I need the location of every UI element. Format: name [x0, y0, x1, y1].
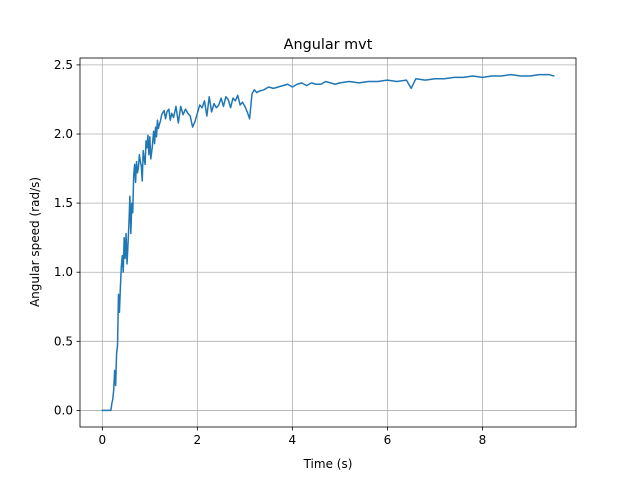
y-tick-label: 0.0	[54, 403, 73, 417]
y-tick-label: 1.5	[54, 196, 73, 210]
axes-frame	[79, 57, 577, 428]
y-tick-label: 0.5	[54, 334, 73, 348]
x-tick-label: 6	[384, 433, 392, 447]
y-tick-label: 2.0	[54, 127, 73, 141]
y-axis-label: Angular speed (rad/s)	[28, 177, 42, 307]
y-tick-label: 1.0	[54, 265, 73, 279]
x-tick-label: 0	[99, 433, 107, 447]
x-axis-label: Time (s)	[303, 457, 353, 471]
series-line	[101, 73, 555, 412]
x-tick-label: 8	[479, 433, 487, 447]
chart-title: Angular mvt	[284, 37, 373, 53]
plot-area: 0 2 4 6 8 0.0 0.5 1.0 1.5 2.0 2.5	[54, 57, 577, 447]
y-tick-label: 2.5	[54, 58, 73, 72]
x-tick-label: 4	[289, 433, 297, 447]
x-tick-label: 2	[194, 433, 202, 447]
